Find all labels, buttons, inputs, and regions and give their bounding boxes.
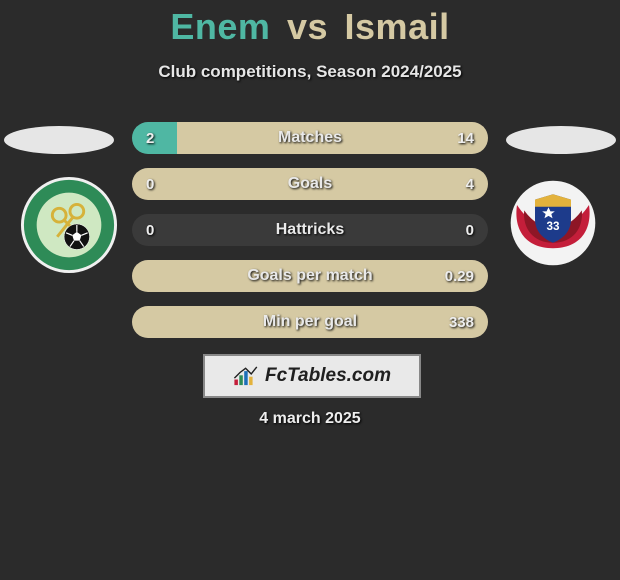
stat-label: Min per goal [263, 313, 357, 331]
stat-value-left: 0 [146, 176, 154, 193]
player1-name: Enem [170, 6, 270, 47]
club1-logo [20, 176, 118, 274]
date-label: 4 march 2025 [0, 410, 620, 428]
stat-label: Goals per match [247, 267, 372, 285]
stat-row: Min per goal 338 [132, 306, 488, 338]
stat-value-right: 338 [449, 314, 474, 331]
stat-label: Hattricks [276, 221, 344, 239]
fctables-badge: FcTables.com [203, 354, 421, 398]
player2-name: Ismail [345, 6, 450, 47]
stat-label: Goals [288, 175, 332, 193]
stat-row: 2 Matches 14 [132, 122, 488, 154]
stat-value-right: 14 [457, 130, 474, 147]
stats-container: 2 Matches 14 0 Goals 4 0 Hattricks 0 Goals per ma… [132, 122, 488, 352]
stat-row: 0 Goals 4 [132, 168, 488, 200]
stat-value-right: 0.29 [445, 268, 474, 285]
club2-logo-number: 33 [546, 220, 560, 233]
vs-label: vs [287, 6, 328, 47]
subtitle: Club competitions, Season 2024/2025 [0, 62, 620, 82]
stat-row: Goals per match 0.29 [132, 260, 488, 292]
page-title: Enem vs Ismail [0, 0, 620, 48]
stat-value-right: 4 [466, 176, 474, 193]
player2-avatar-placeholder [506, 126, 616, 154]
stat-value-right: 0 [466, 222, 474, 239]
player1-avatar-placeholder [4, 126, 114, 154]
stat-value-left: 0 [146, 222, 154, 239]
stat-label: Matches [278, 129, 342, 147]
stat-value-left: 2 [146, 130, 154, 147]
fctables-label: FcTables.com [265, 365, 391, 387]
club2-logo: 33 [508, 178, 598, 268]
stat-row: 0 Hattricks 0 [132, 214, 488, 246]
fctables-icon [233, 365, 261, 387]
